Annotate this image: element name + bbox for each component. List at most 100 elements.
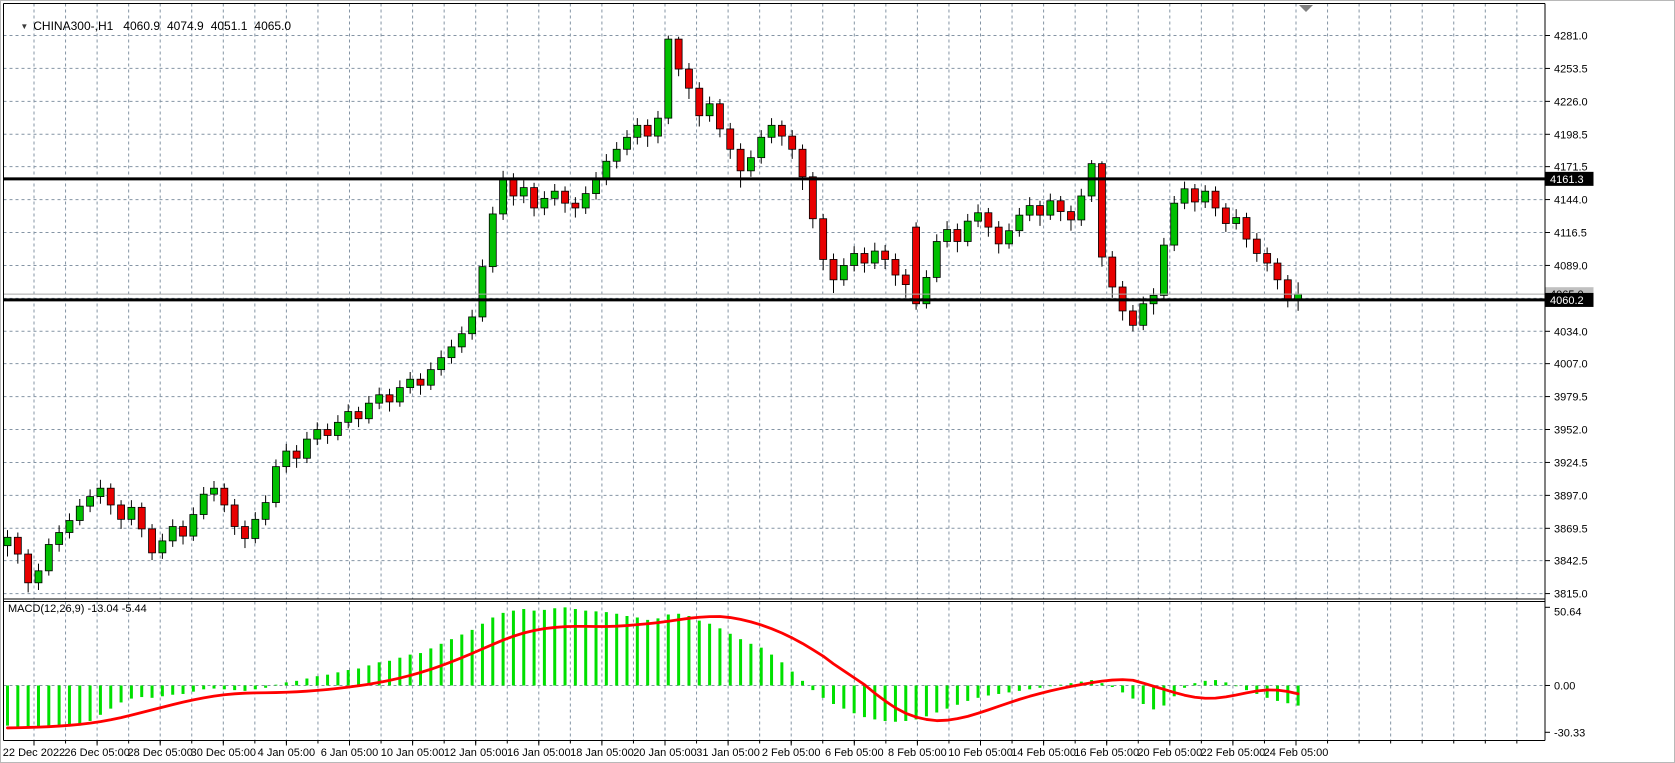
bull-candle bbox=[303, 438, 311, 459]
bull-candle bbox=[612, 148, 621, 162]
price-axis[interactable]: 4281.0 4253.5 4226.0 4198.5 4171.5 4144.0 4116… bbox=[1545, 31, 1594, 740]
axis-label: 4144.0 bbox=[1554, 195, 1588, 207]
axis-label: 10 Feb 05:00 bbox=[948, 747, 1013, 759]
bull-candle bbox=[364, 402, 373, 420]
bull-candle bbox=[1201, 190, 1210, 203]
axis-label: 4253.5 bbox=[1554, 63, 1588, 75]
bear-candle bbox=[13, 536, 22, 555]
bear-candle bbox=[137, 506, 146, 530]
bull-candle bbox=[747, 157, 755, 172]
ohlc-low: 4051.1 bbox=[210, 19, 248, 33]
axis-label: 3815.0 bbox=[1554, 589, 1588, 601]
bull-candle bbox=[623, 136, 631, 150]
bear-candle bbox=[117, 504, 125, 520]
axis-label: 30 Dec 05:00 bbox=[191, 747, 256, 759]
bull-candle bbox=[850, 253, 859, 266]
bull-candle bbox=[55, 532, 64, 545]
axis-label: 0.00 bbox=[1554, 680, 1575, 692]
bear-candle bbox=[230, 504, 239, 527]
bear-candle bbox=[1190, 188, 1199, 203]
bear-candle bbox=[819, 218, 828, 260]
bear-candle bbox=[1221, 207, 1230, 224]
axis-label: 6 Feb 05:00 bbox=[825, 747, 884, 759]
bull-candle bbox=[767, 124, 776, 138]
axis-label: 4089.0 bbox=[1554, 260, 1588, 272]
bull-candle bbox=[457, 333, 466, 348]
bull-candle bbox=[602, 160, 611, 180]
axis-label: 2 Feb 05:00 bbox=[762, 747, 821, 759]
bull-candle bbox=[550, 190, 559, 199]
bull-candle bbox=[963, 220, 972, 242]
bear-candle bbox=[561, 190, 569, 204]
bull-candle bbox=[1139, 303, 1148, 326]
bull-candle bbox=[581, 193, 590, 209]
axis-label: 4116.5 bbox=[1554, 228, 1587, 240]
bull-candle bbox=[1025, 205, 1034, 216]
macd-histogram bbox=[6, 607, 1300, 728]
bear-candle bbox=[106, 487, 115, 506]
bull-candle bbox=[375, 394, 384, 404]
ohlc-high: 4074.9 bbox=[167, 19, 204, 33]
macd-indicator-label: MACD(12,26,9) -13.04 -5.44 bbox=[8, 603, 147, 615]
bull-candle bbox=[158, 540, 167, 554]
bull-candle bbox=[199, 493, 208, 515]
bear-candle bbox=[912, 226, 920, 305]
axis-label: 3869.5 bbox=[1554, 523, 1588, 535]
bear-candle bbox=[1067, 211, 1075, 221]
bull-candle bbox=[932, 241, 941, 278]
bear-candle bbox=[1056, 200, 1065, 212]
bear-candle bbox=[148, 528, 156, 554]
bull-candle bbox=[519, 187, 528, 197]
bull-candle bbox=[437, 357, 446, 371]
bull-candle bbox=[189, 514, 198, 537]
bear-candle bbox=[984, 212, 993, 228]
bear-candle bbox=[860, 253, 869, 264]
bull-candle bbox=[1294, 293, 1303, 300]
axis-label: 6 Jan 05:00 bbox=[321, 747, 379, 759]
bear-candle bbox=[323, 429, 332, 436]
bear-candle bbox=[1263, 253, 1272, 264]
level-price-badge bbox=[1545, 171, 1594, 186]
collapse-chart-icon[interactable]: ▼ bbox=[20, 22, 29, 31]
bear-candle bbox=[292, 450, 301, 459]
bear-candle bbox=[1036, 205, 1044, 216]
bear-candle bbox=[571, 202, 580, 209]
bear-candle bbox=[1098, 163, 1106, 258]
bear-candle bbox=[24, 553, 33, 584]
axis-label: 4198.5 bbox=[1554, 129, 1588, 141]
bull-candle bbox=[406, 378, 415, 388]
bull-candle bbox=[272, 466, 280, 503]
bull-candle bbox=[313, 429, 322, 440]
bull-candle bbox=[1077, 195, 1086, 221]
axis-label: 4060.2 bbox=[1550, 295, 1584, 307]
bull-candle bbox=[86, 496, 94, 507]
bull-candle bbox=[1046, 200, 1055, 216]
bear-candle bbox=[901, 274, 910, 286]
axis-label: 10 Jan 05:00 bbox=[381, 747, 445, 759]
bull-candle bbox=[44, 544, 53, 572]
bull-candle bbox=[1160, 244, 1168, 296]
axis-label: 20 Feb 05:00 bbox=[1137, 747, 1202, 759]
chart-shift-marker-icon[interactable] bbox=[1299, 5, 1313, 12]
bear-candle bbox=[241, 526, 249, 539]
axis-label: 4226.0 bbox=[1554, 96, 1588, 108]
bear-candle bbox=[695, 87, 704, 117]
bull-candle bbox=[592, 178, 600, 194]
axis-label: 20 Jan 05:00 bbox=[633, 747, 697, 759]
bull-candle bbox=[127, 506, 136, 520]
bull-candle bbox=[633, 124, 642, 138]
bear-candle bbox=[1283, 279, 1292, 300]
bear-candle bbox=[788, 135, 797, 150]
axis-label: 22 Feb 05:00 bbox=[1200, 747, 1265, 759]
candles bbox=[3, 35, 1303, 593]
axis-label: 3952.0 bbox=[1554, 425, 1588, 437]
bull-candle bbox=[1015, 214, 1024, 232]
axis-label: 3897.0 bbox=[1554, 490, 1588, 502]
bear-candle bbox=[685, 68, 693, 89]
axis-label: 24 Feb 05:00 bbox=[1264, 747, 1329, 759]
axis-label: 8 Feb 05:00 bbox=[888, 747, 947, 759]
bull-candle bbox=[839, 265, 848, 281]
axis-label: -30.33 bbox=[1554, 727, 1585, 739]
